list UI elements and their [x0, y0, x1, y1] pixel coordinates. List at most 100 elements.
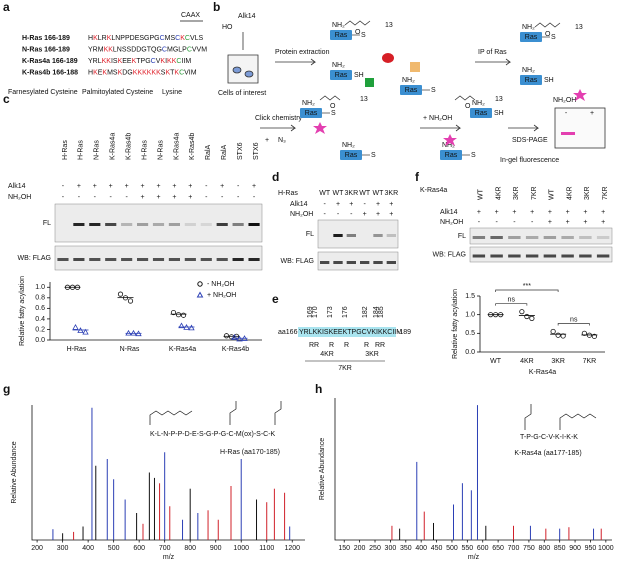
- sign: -: [323, 211, 326, 218]
- lane-label: K-Ras4b: [125, 133, 132, 160]
- x-tick-label: K-Ras4a: [169, 346, 196, 353]
- lane-label: 4KR: [495, 186, 502, 200]
- atom: NH₂: [332, 22, 345, 29]
- residue: C: [187, 46, 192, 53]
- y-tick-label: 0.2: [35, 326, 45, 333]
- ras-label: Ras: [305, 110, 318, 117]
- sign: -: [363, 201, 366, 208]
- sign: +: [566, 219, 570, 226]
- residue: IIM: [181, 58, 191, 65]
- spectrum-title: K-Ras4a (aa177-185): [514, 450, 581, 457]
- residue: C: [160, 35, 165, 42]
- lane-label: RalA: [221, 144, 228, 160]
- axes: [334, 398, 612, 541]
- atom: O: [355, 29, 361, 36]
- label: NH₂OH: [553, 97, 576, 104]
- blot: [469, 227, 613, 245]
- x-tick-label: WT: [490, 358, 502, 365]
- lane-label: K-Ras4b: [189, 133, 196, 160]
- legend-text: - NH₂OH: [207, 281, 235, 288]
- band: [490, 236, 503, 239]
- residue: K: [93, 35, 98, 42]
- spectrum-title: H-Ras (aa170-185): [220, 449, 280, 456]
- lane-label: 7KR: [602, 186, 609, 200]
- sign: +: [188, 183, 192, 190]
- sign: -: [221, 194, 224, 201]
- y-tick-label: 0.8: [35, 295, 45, 302]
- residue: YRM: [88, 46, 104, 53]
- y-axis-label: Relative fatty acylation: [19, 276, 26, 346]
- residue: VIM: [184, 69, 197, 76]
- sign: +: [220, 183, 224, 190]
- atom: NH₂: [522, 24, 535, 31]
- y-axis-label: Relative fatty acylation: [452, 289, 459, 359]
- ras-label: Ras: [345, 152, 358, 159]
- y-axis-label: Relative Abundance: [11, 441, 18, 503]
- band: [320, 261, 330, 264]
- x-tick-label: 400: [415, 545, 427, 552]
- atom: NH₂: [342, 142, 355, 149]
- residue: I: [165, 58, 167, 65]
- y-tick-label: 1.0: [465, 312, 475, 319]
- sign: +: [512, 209, 516, 216]
- residue: K: [118, 69, 123, 76]
- band: [168, 258, 180, 261]
- position: 170: [312, 306, 319, 318]
- point: [64, 284, 71, 290]
- peptide: K-L-N-P-P-D-E-S-G-P-G-C-M(ox)-S-C-K: [150, 431, 276, 438]
- x-tick-label: 500: [108, 545, 120, 552]
- x-tick-label: 300: [385, 545, 397, 552]
- atom: O: [545, 31, 551, 38]
- ras-label: Ras: [525, 77, 538, 84]
- sequence-name: K-Ras4b 166-188: [22, 69, 78, 76]
- mutant-label: 3KR: [365, 351, 379, 358]
- lane-label: 3KR: [584, 186, 591, 200]
- sign: -: [323, 201, 326, 208]
- sign: -: [337, 211, 340, 218]
- point: [69, 284, 76, 290]
- x-tick-label: 850: [554, 545, 566, 552]
- band: [472, 236, 486, 239]
- panel-label: e: [272, 292, 279, 306]
- atom: NH₂: [472, 100, 485, 107]
- band: [373, 234, 383, 237]
- point: [122, 295, 129, 301]
- band: [232, 223, 244, 226]
- band: [152, 223, 165, 226]
- subscript: 13: [385, 22, 393, 29]
- residue: C: [185, 35, 190, 42]
- substitution: R: [364, 342, 369, 349]
- band: [105, 223, 117, 226]
- residue: K: [93, 69, 98, 76]
- lane-label: RalA: [205, 144, 212, 160]
- subscript: 13: [575, 24, 583, 31]
- x-tick-label: 600: [477, 545, 489, 552]
- atom: O: [465, 103, 471, 110]
- legend-marker: [196, 291, 204, 298]
- legend-text: Lysine: [162, 89, 182, 96]
- band: [89, 258, 101, 261]
- y-tick-label: 0.0: [35, 337, 45, 344]
- band: [360, 261, 370, 264]
- ras-box: [340, 150, 362, 160]
- atom: O: [330, 103, 336, 110]
- lane-label: 4KR: [566, 186, 573, 200]
- residue: C: [176, 58, 181, 65]
- band: [373, 261, 383, 264]
- band: [346, 261, 356, 264]
- sequence-name: K-Ras4a 166-189: [22, 58, 78, 65]
- sign: -: [531, 219, 534, 226]
- label: +: [265, 137, 269, 144]
- label: N₃: [278, 137, 286, 144]
- mutant-label: 7KR: [338, 365, 352, 372]
- ras-label: Ras: [335, 32, 348, 39]
- point: [560, 333, 566, 339]
- sign: +: [141, 183, 145, 190]
- cell-dish: [227, 54, 259, 84]
- sign: -: [125, 194, 128, 201]
- point: [130, 329, 137, 336]
- sign: +: [583, 219, 587, 226]
- sig-bracket: [495, 289, 559, 292]
- point: [180, 312, 187, 318]
